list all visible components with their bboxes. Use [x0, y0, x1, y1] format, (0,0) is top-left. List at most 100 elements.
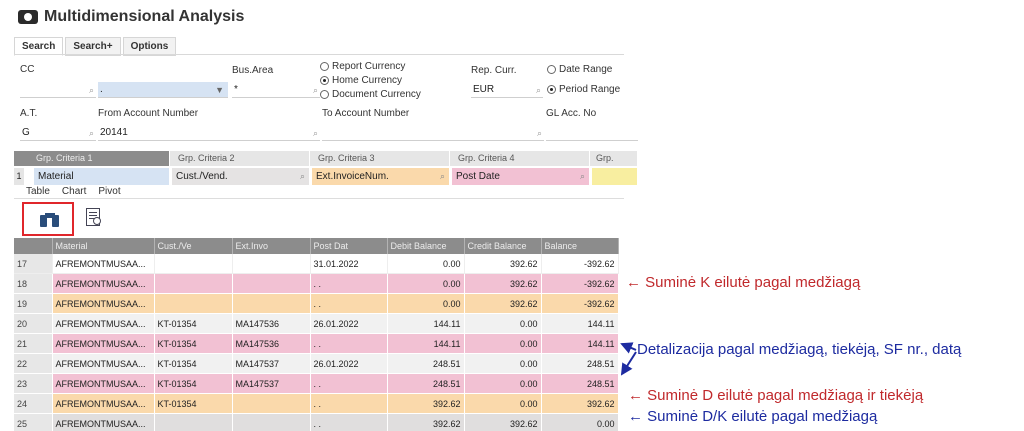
cell-balance: -392.62	[541, 273, 619, 294]
tab-options[interactable]: Options	[122, 37, 177, 56]
grp-criteria-2-field[interactable]: Cust./Vend. ⌕	[172, 168, 310, 185]
grp-criteria-1-field[interactable]: Material	[34, 168, 170, 185]
detail-arrows	[620, 342, 637, 376]
radio-circle[interactable]	[547, 65, 556, 74]
cc-field[interactable]: ⌕	[20, 82, 96, 98]
tab-table[interactable]: Table	[26, 186, 50, 197]
col-ext-invoice[interactable]: Ext.Invo	[232, 238, 311, 254]
radio-circle[interactable]	[320, 90, 329, 99]
cell-cust-vend: KT-01354	[154, 313, 233, 334]
radio-home-currency[interactable]: Home Currency	[320, 75, 402, 86]
cell-post-date: 26.01.2022	[310, 353, 388, 374]
grp-value: Post Date	[456, 171, 500, 182]
table-row[interactable]: 25 AFREMONTMUSAA.... . 392.62 392.62 0.00	[14, 413, 619, 431]
to-account-field[interactable]: ⌕	[322, 125, 544, 141]
table-row[interactable]: 18 AFREMONTMUSAA... . . 0.00 392.62 -392.62	[14, 273, 619, 294]
cell-credit-balance: 392.62	[464, 413, 542, 431]
search-tabs: Search Search+ Options	[14, 37, 178, 56]
gl-acc-field[interactable]	[546, 125, 638, 141]
row-number: 25	[14, 413, 53, 431]
cell-debit-balance: 144.11	[387, 313, 465, 334]
grp-criteria-5-field[interactable]	[592, 168, 638, 185]
row-number: 18	[14, 273, 53, 294]
tab-search[interactable]: Search	[14, 37, 64, 56]
table-row[interactable]: 20 AFREMONTMUSAA... KT-01354 MA147536 26.01.…	[14, 313, 619, 334]
report-search-icon[interactable]	[86, 208, 101, 226]
cc-name-dropdown[interactable]: . ▼	[98, 82, 228, 98]
eye-icon	[18, 10, 38, 24]
search-icon[interactable]: ⌕	[535, 85, 541, 95]
bus-area-label: Bus.Area	[232, 65, 274, 76]
col-material[interactable]: Material	[52, 238, 155, 254]
row-number: 21	[14, 333, 53, 354]
radio-circle-selected[interactable]	[547, 85, 556, 94]
bus-area-field[interactable]: * ⌕	[232, 82, 320, 98]
col-debit-balance[interactable]: Debit Balance	[387, 238, 465, 254]
cell-credit-balance: 0.00	[464, 313, 542, 334]
from-account-field[interactable]: 20141 ⌕	[98, 125, 320, 141]
tab-search-plus[interactable]: Search+	[65, 37, 121, 56]
col-credit-balance[interactable]: Credit Balance	[464, 238, 542, 254]
cell-material: AFREMONTMUSAA...	[52, 333, 155, 354]
cell-credit-balance: 0.00	[464, 373, 542, 394]
binoculars-button[interactable]	[22, 202, 74, 236]
tab-pivot[interactable]: Pivot	[98, 186, 121, 197]
col-rownum	[14, 238, 53, 254]
annotation-sum-k: ← Suminė K eilutė pagal medžiagą	[626, 274, 861, 291]
search-icon[interactable]: ⌕	[312, 128, 318, 138]
search-icon[interactable]: ⌕	[88, 128, 94, 138]
rep-curr-field[interactable]: EUR ⌕	[471, 82, 543, 98]
table-row[interactable]: 19 AFREMONTMUSAA... . . 0.00 392.62 -392.62	[14, 293, 619, 314]
radio-report-currency[interactable]: Report Currency	[320, 61, 405, 72]
grp-criteria-4-field[interactable]: Post Date ⌕	[452, 168, 590, 185]
radio-document-currency[interactable]: Document Currency	[320, 89, 421, 100]
annotation-text: Suminė D/K eilutė pagal medžiagą	[647, 408, 878, 425]
at-label: A.T.	[20, 108, 38, 119]
results-table: Material Cust./Ve Ext.Invo Post Dat Debi…	[14, 238, 619, 431]
rep-curr-value: EUR	[473, 84, 495, 95]
col-cust-vend[interactable]: Cust./Ve	[154, 238, 233, 254]
radio-circle-selected[interactable]	[320, 76, 329, 85]
cell-post-date: . .	[310, 273, 388, 294]
search-icon[interactable]: ⌕	[536, 128, 542, 138]
table-row[interactable]: 23 AFREMONTMUSAA... KT-01354 MA147537. . 248…	[14, 373, 619, 394]
row-number: 20	[14, 313, 53, 334]
search-icon[interactable]: ⌕	[299, 171, 305, 181]
cell-credit-balance: 392.62	[464, 293, 542, 314]
annotation-text: Detalizacija pagal medžiagą, tiekėją, SF…	[637, 341, 962, 358]
at-field[interactable]: G ⌕	[20, 125, 96, 141]
table-row[interactable]: 17 AFREMONTMUSAA... 31.01.2022 0.00 392.62 -3…	[14, 254, 619, 274]
cell-balance: -392.62	[541, 293, 619, 314]
radio-label: Report Currency	[332, 61, 406, 72]
cell-balance: 144.11	[541, 313, 619, 334]
cell-credit-balance: 0.00	[464, 353, 542, 374]
radio-date-range[interactable]: Date Range	[547, 64, 612, 75]
cell-debit-balance: 0.00	[387, 293, 465, 314]
cell-debit-balance: 248.51	[387, 373, 465, 394]
search-icon[interactable]: ⌕	[312, 85, 318, 95]
row-number: 23	[14, 373, 53, 394]
radio-period-range[interactable]: Period Range	[547, 84, 620, 95]
grp-criteria-3-header: Grp. Criteria 3	[310, 151, 450, 166]
bus-area-value: *	[234, 84, 238, 95]
search-icon[interactable]: ⌕	[439, 171, 445, 181]
from-account-label: From Account Number	[98, 108, 199, 119]
tab-chart[interactable]: Chart	[61, 186, 87, 197]
radio-circle[interactable]	[320, 62, 329, 71]
row-number: 17	[14, 254, 53, 274]
search-icon[interactable]: ⌕	[579, 171, 585, 181]
cell-cust-vend: KT-01354	[154, 373, 233, 394]
cell-balance: 248.51	[541, 373, 619, 394]
cell-balance: 248.51	[541, 353, 619, 374]
cell-ext-invoice	[232, 293, 311, 314]
chevron-down-icon[interactable]: ▼	[215, 85, 224, 95]
search-icon[interactable]: ⌕	[88, 85, 94, 95]
table-row[interactable]: 24 AFREMONTMUSAA... KT-01354. . 392.62 0.00 3…	[14, 393, 619, 414]
col-balance[interactable]: Balance	[541, 238, 619, 254]
table-row[interactable]: 21 AFREMONTMUSAA... KT-01354 MA147536. . 144…	[14, 333, 619, 354]
table-row[interactable]: 22 AFREMONTMUSAA... KT-01354 MA147537 26.01.…	[14, 353, 619, 374]
cell-ext-invoice: MA147536	[232, 333, 311, 354]
col-post-date[interactable]: Post Dat	[310, 238, 388, 254]
cell-cust-vend: KT-01354	[154, 393, 233, 414]
grp-criteria-3-field[interactable]: Ext.InvoiceNum. ⌕	[312, 168, 450, 185]
